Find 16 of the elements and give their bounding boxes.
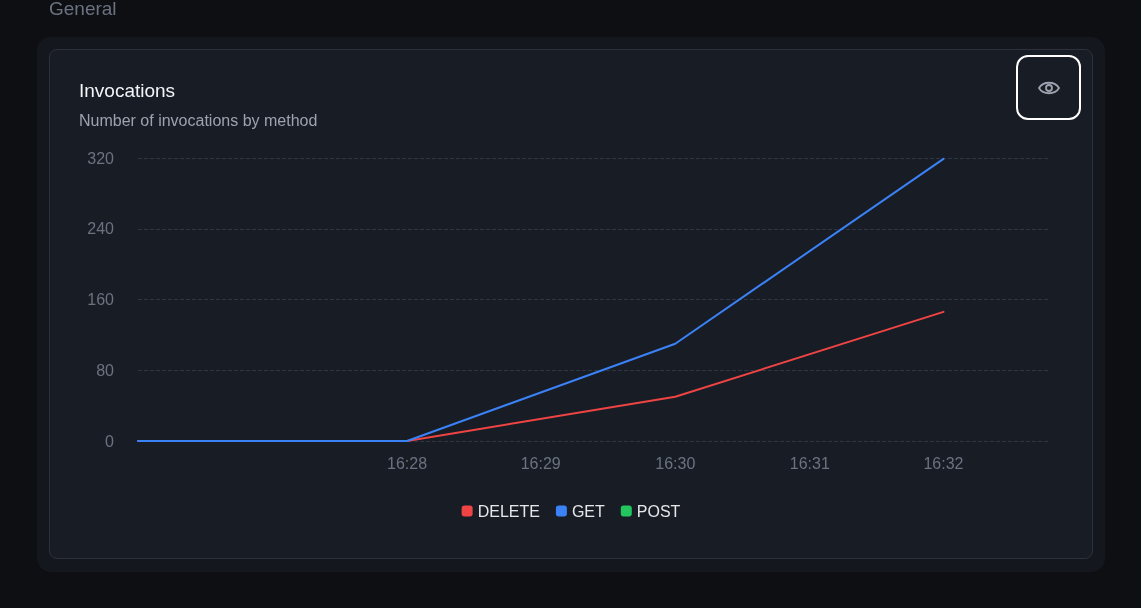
chart-subtitle: Number of invocations by method: [79, 111, 318, 129]
y-tick-label: 320: [87, 149, 115, 167]
legend-label: DELETE: [477, 502, 540, 520]
x-tick-label: 16:29: [520, 454, 561, 472]
chart-title: Invocations: [79, 80, 176, 101]
text: General: [49, 0, 117, 20]
y-tick-label: 160: [87, 291, 115, 308]
x-tick-label: 16:32: [923, 454, 964, 472]
x-tick-label: 16:28: [387, 454, 428, 472]
legend-label: GET: [571, 502, 606, 520]
x-tick-label: 16:31: [789, 454, 830, 472]
y-tick-label: 0: [105, 432, 115, 450]
y-tick-label: 240: [87, 220, 115, 238]
legend-label: POST: [636, 502, 681, 520]
y-tick-label: 80: [96, 361, 115, 379]
x-tick-label: 16:30: [655, 454, 696, 472]
